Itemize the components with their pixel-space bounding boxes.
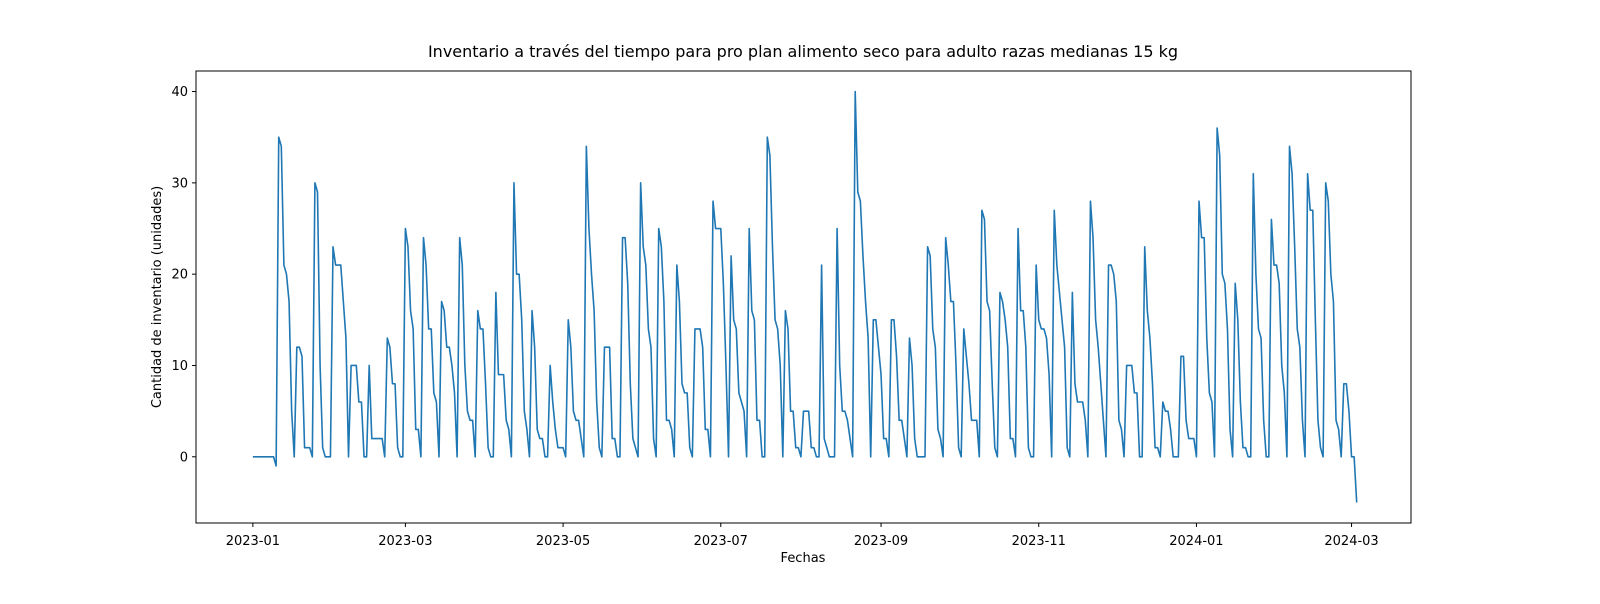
y-tick-label: 10: [171, 359, 188, 374]
data-line: [252, 90, 1358, 503]
x-tick-label: 2023-05: [536, 534, 590, 549]
x-tick-label: 2023-11: [1012, 534, 1066, 549]
x-tick-label: 2023-07: [694, 534, 748, 549]
x-tick-label: 2023-01: [226, 534, 280, 549]
x-axis-label: Fechas: [781, 551, 826, 566]
y-tick-label: 20: [171, 268, 188, 283]
x-tick-label: 2023-09: [854, 534, 908, 549]
y-tick-label: 40: [171, 85, 188, 100]
chart-title: Inventario a través del tiempo para pro …: [428, 42, 1178, 61]
y-tick-label: 30: [171, 176, 188, 191]
y-tick-label: 0: [180, 450, 188, 465]
x-tick-label: 2023-03: [378, 534, 432, 549]
y-axis-label: Cantidad de inventario (unidades): [150, 186, 165, 408]
plot-frame: [195, 70, 1412, 524]
x-tick-label: 2024-01: [1169, 534, 1223, 549]
x-tick-label: 2024-03: [1324, 534, 1378, 549]
